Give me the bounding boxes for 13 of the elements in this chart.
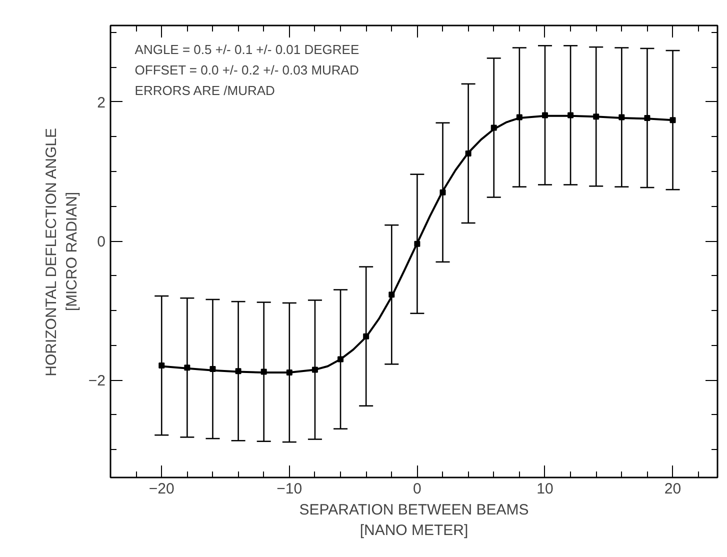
x-tick-label: −10 bbox=[276, 480, 302, 498]
y-tick-label: 2 bbox=[97, 94, 106, 112]
x-tick-label: 10 bbox=[536, 480, 554, 498]
x-tick-label: 20 bbox=[664, 480, 682, 498]
y-tick-label: −2 bbox=[88, 372, 106, 390]
y-axis-title: HORIZONTAL DEFLECTION ANGLE [MICRO RADIAN] bbox=[43, 128, 80, 376]
x-axis-title: SEPARATION BETWEEN BEAMS [NANO METER] bbox=[299, 502, 529, 539]
annotation: ANGLE = 0.5 +/- 0.1 +/- 0.01 DEGREE bbox=[134, 42, 360, 58]
x-tick-label: 0 bbox=[413, 480, 422, 498]
y-tick-label: 0 bbox=[97, 234, 106, 251]
annotation: OFFSET = 0.0 +/- 0.2 +/- 0.03 MURAD bbox=[134, 62, 359, 78]
annotation: ERRORS ARE /MURAD bbox=[134, 82, 275, 98]
x-tick-label: −20 bbox=[148, 480, 174, 498]
